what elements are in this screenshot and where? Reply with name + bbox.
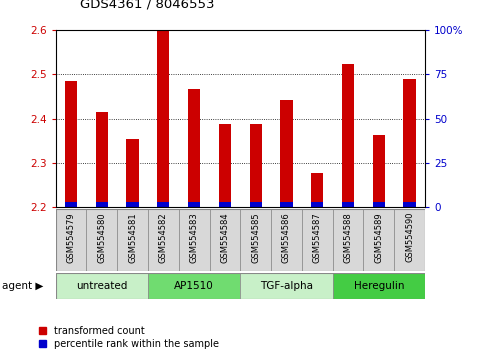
Bar [219,124,231,207]
Bar [311,173,324,207]
Text: GSM554579: GSM554579 [67,212,75,263]
Bar [302,209,333,271]
Bar [210,209,240,271]
Text: GSM554590: GSM554590 [405,212,414,262]
Bar [188,88,200,207]
Text: GSM554584: GSM554584 [220,212,229,263]
Bar [127,138,139,207]
Bar [240,273,333,299]
Bar [56,273,148,299]
Text: AP1510: AP1510 [174,281,214,291]
Bar [280,202,293,207]
Text: GSM554587: GSM554587 [313,212,322,263]
Text: GSM554582: GSM554582 [159,212,168,263]
Bar [250,124,262,207]
Text: GSM554588: GSM554588 [343,212,353,263]
Bar [56,209,86,271]
Bar [127,202,139,207]
Bar [219,202,231,207]
Bar [342,64,354,207]
Bar [403,202,416,207]
Text: GSM554586: GSM554586 [282,212,291,263]
Bar [86,209,117,271]
Bar [65,202,77,207]
Text: GSM554583: GSM554583 [190,212,199,263]
Bar [179,209,210,271]
Bar [364,209,394,271]
Text: GSM554589: GSM554589 [374,212,384,263]
Bar [403,79,416,207]
Bar [188,202,200,207]
Bar [157,32,170,207]
Bar [373,135,385,207]
Bar [96,112,108,207]
Text: GSM554581: GSM554581 [128,212,137,263]
Bar [333,273,425,299]
Bar [240,209,271,271]
Bar [333,209,364,271]
Text: untreated: untreated [76,281,128,291]
Bar [394,209,425,271]
Legend: transformed count, percentile rank within the sample: transformed count, percentile rank withi… [39,326,219,349]
Bar [96,202,108,207]
Bar [148,273,241,299]
Text: GSM554585: GSM554585 [251,212,260,263]
Text: Heregulin: Heregulin [354,281,404,291]
Bar [311,202,324,207]
Text: GDS4361 / 8046553: GDS4361 / 8046553 [80,0,214,11]
Text: TGF-alpha: TGF-alpha [260,281,313,291]
Bar [280,99,293,207]
Bar [65,81,77,207]
Text: agent ▶: agent ▶ [2,281,44,291]
Bar [271,209,302,271]
Bar [157,202,170,207]
Bar [373,202,385,207]
Text: GSM554580: GSM554580 [97,212,106,263]
Bar [148,209,179,271]
Bar [342,202,354,207]
Bar [250,202,262,207]
Bar [117,209,148,271]
